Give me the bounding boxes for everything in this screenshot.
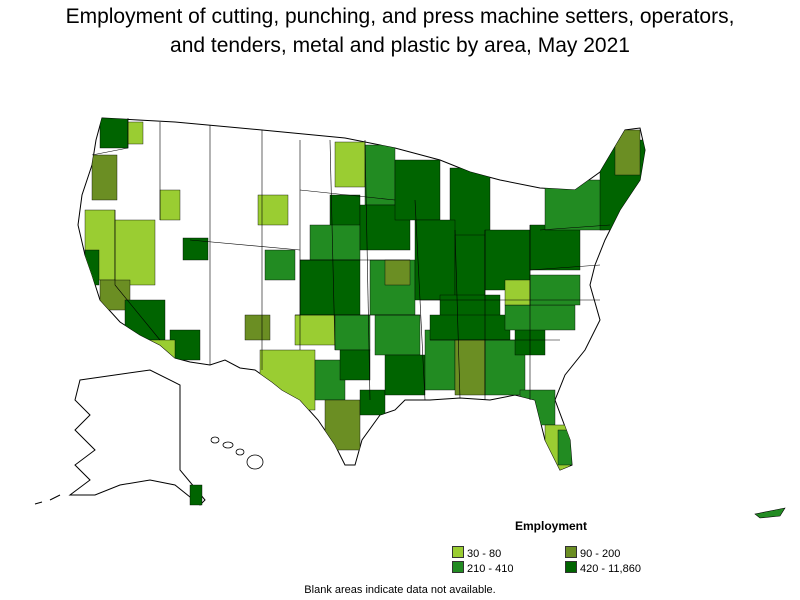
legend-item-210-410: 210 - 410 (452, 561, 513, 575)
area-illinois (414, 219, 456, 301)
area-idaho-south (159, 189, 181, 221)
legend-label: 420 - 11,860 (580, 563, 641, 575)
area-louisiana (384, 354, 426, 396)
legend-swatch (452, 561, 464, 573)
area-california-bay (84, 249, 100, 286)
legend-label: 30 - 80 (467, 548, 502, 560)
legend-swatch (565, 546, 577, 558)
area-virginia (529, 274, 581, 306)
map-title: Employment of cutting, punching, and pre… (0, 2, 800, 60)
area-texas-gulf (324, 399, 361, 451)
area-pennsylvania (529, 224, 581, 271)
area-north-carolina (504, 304, 576, 331)
area-florida-north (519, 389, 556, 426)
area-north-dakota-east (334, 141, 366, 188)
area-new-york (544, 179, 606, 231)
area-oklahoma-east (334, 314, 371, 351)
area-kansas (299, 259, 361, 316)
area-maine-south (614, 129, 641, 176)
area-colorado-east (264, 249, 296, 281)
area-nevada (114, 219, 156, 286)
legend-swatch (452, 546, 464, 558)
map-title-line-1: Employment of cutting, punching, and pre… (65, 5, 735, 28)
area-washington-central (127, 121, 144, 145)
blank-areas-note: Blank areas indicate data not available. (304, 584, 496, 596)
area-arizona-west (149, 339, 176, 361)
alaska (34, 369, 206, 506)
area-washington-west (99, 118, 129, 149)
legend-title: Employment (515, 519, 588, 533)
area-oregon-west (91, 154, 118, 201)
legend-label: 90 - 200 (580, 548, 621, 560)
area-arkansas (374, 314, 421, 356)
legend-item-90-200: 90 - 200 (565, 546, 620, 560)
area-california-south (124, 299, 166, 341)
area-tennessee (429, 314, 511, 341)
area-wyoming-east (257, 194, 289, 226)
legend-item-30-80: 30 - 80 (452, 546, 501, 560)
map-title-line-2: and tenders, metal and plastic by area, … (170, 34, 630, 57)
area-minnesota (364, 144, 396, 206)
area-texas-houston (359, 389, 386, 416)
area-michigan (449, 167, 491, 239)
puerto-rico (754, 507, 786, 519)
state-borders (91, 118, 611, 401)
area-nebraska-east (309, 224, 361, 261)
hawaii (210, 436, 264, 470)
legend-swatch (565, 561, 577, 573)
area-new-mexico-central (244, 314, 271, 341)
area-wisconsin (394, 159, 441, 221)
area-west-virginia (504, 279, 531, 306)
area-florida-miami (557, 429, 573, 466)
area-indiana (454, 234, 486, 306)
legend-item-420-11860: 420 - 11,860 (565, 561, 641, 575)
area-oklahoma-west (294, 314, 336, 346)
us-employment-map (34, 117, 786, 519)
area-missouri-central (384, 259, 411, 286)
area-alabama (454, 339, 486, 396)
area-utah-north (182, 237, 209, 261)
area-texas-west (259, 349, 316, 411)
area-california-north (84, 209, 116, 281)
legend-label: 210 - 410 (467, 563, 514, 575)
area-texas-dallas (339, 349, 371, 381)
